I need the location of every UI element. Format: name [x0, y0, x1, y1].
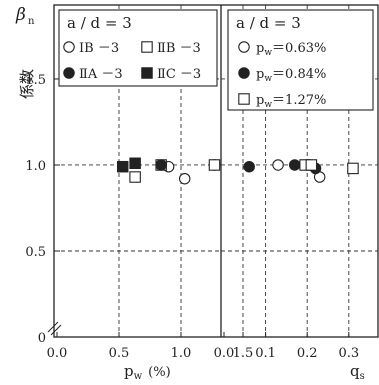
x-tick-label: 0.3 — [338, 346, 359, 361]
legend: a / d = 3 pw＝0.63% pw＝0.84% pw＝1.27% — [227, 9, 374, 111]
legend-label: ⅡB －3 — [157, 41, 201, 56]
plot-frame — [47, 4, 379, 338]
y-tick-label: 1.0 — [25, 159, 46, 174]
x-tick-label: 0.2 — [297, 346, 318, 361]
legend-label: ⅡA －3 — [79, 67, 123, 82]
y-axis-symbol: β — [15, 5, 26, 25]
data-point — [305, 159, 318, 171]
legend-label: pw＝1.27% — [256, 93, 326, 110]
data-marks — [116, 157, 359, 185]
y-tick-label: 0.5 — [25, 245, 46, 260]
data-point — [288, 159, 301, 171]
plot-border — [53, 4, 379, 338]
x-tick-label: 1.0 — [171, 346, 192, 361]
tick-labels: 1.51.00.500.0 0.5 1.0 1.50.0 0.1 0.2 0.3 — [25, 73, 359, 361]
legend-title: a / d = 3 — [236, 14, 301, 32]
legend: a / d = 3 ⅠB －3 ⅡB －3 ⅡA －3 ⅡC －3 — [58, 9, 218, 87]
x-tick-label: 0.0 — [214, 346, 235, 361]
data-point — [155, 159, 167, 171]
legend-label: ⅡC －3 — [157, 67, 201, 82]
y-tick-label: 0 — [38, 331, 46, 346]
legends: a / d = 3 ⅠB －3 ⅡB －3 ⅡA －3 ⅡC －3 a / d = 3 pw… — [58, 9, 374, 111]
data-point — [208, 159, 221, 171]
legend-marker — [141, 67, 153, 79]
data-point — [129, 171, 141, 183]
x-tick-label: 0.0 — [47, 346, 68, 361]
axis-break-mark — [47, 321, 62, 336]
data-point — [178, 172, 191, 185]
data-point — [116, 160, 129, 173]
legend-box — [227, 9, 374, 111]
legend-box — [58, 9, 218, 87]
y-axis-label: 係数 — [18, 69, 36, 99]
legend-marker — [141, 41, 153, 53]
legend-label: ⅠB －3 — [79, 41, 119, 56]
y-tick-label: 1.5 — [25, 73, 46, 88]
data-point — [347, 162, 359, 175]
legend-label: pw＝0.63% — [256, 41, 326, 58]
legend-marker — [238, 41, 250, 53]
data-point — [129, 157, 141, 170]
legend-marker — [238, 67, 250, 79]
legend-title: a / d = 3 — [67, 14, 132, 32]
data-point — [243, 160, 255, 173]
y-axis: β n 係数 — [15, 5, 36, 99]
legend-marker — [63, 41, 75, 53]
legend-marker — [238, 93, 250, 105]
x-axis-label: pw (%) — [124, 362, 171, 381]
x-tick-label: 0.5 — [109, 346, 130, 361]
data-point — [272, 159, 284, 171]
x-axis-labels: pw (%) qs — [124, 362, 365, 382]
x-axis-label: qs — [350, 362, 365, 381]
x-tick-label: 0.1 — [255, 346, 276, 361]
legend-label: pw＝0.84% — [256, 67, 326, 84]
x-tick-label: 1.5 — [233, 346, 254, 361]
legend-marker — [63, 67, 75, 79]
y-axis-symbol-subscript: n — [28, 16, 35, 27]
